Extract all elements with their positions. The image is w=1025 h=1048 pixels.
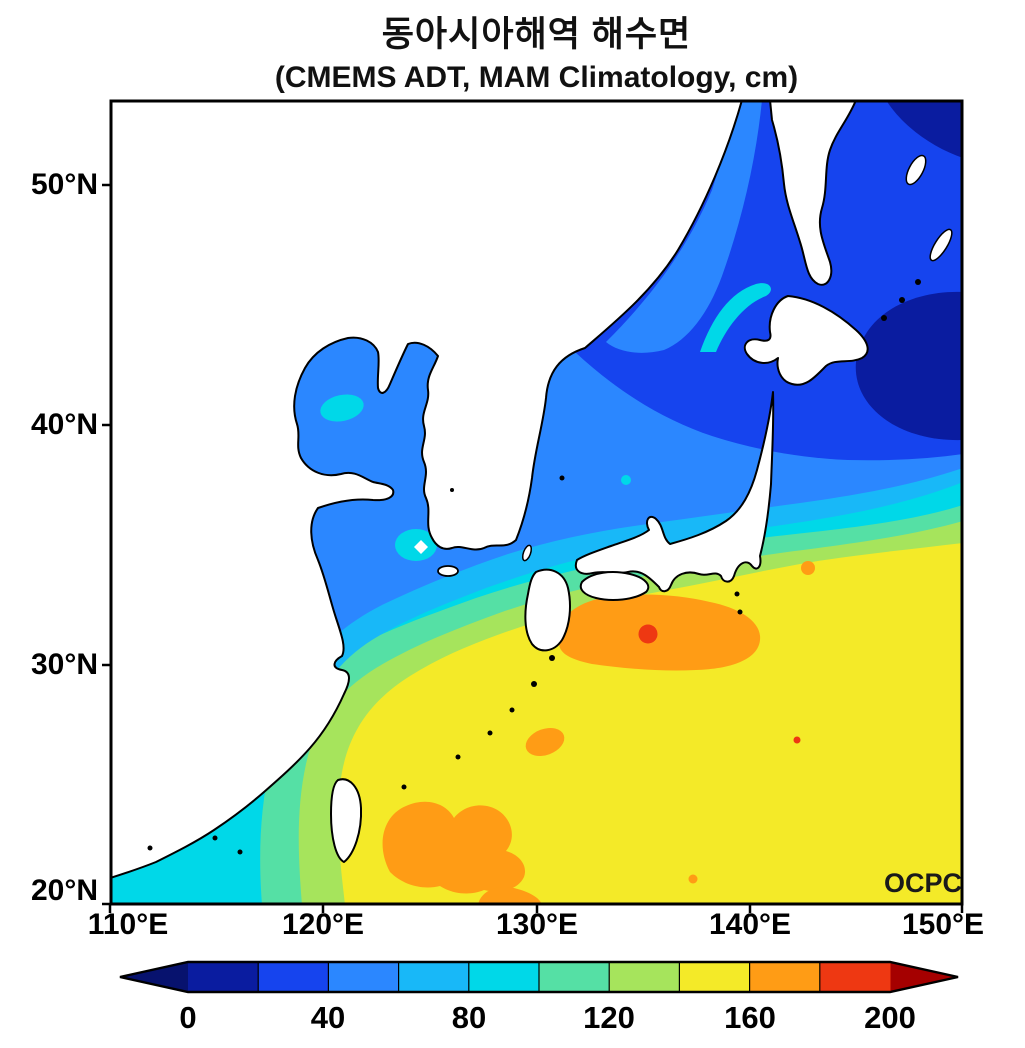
colorbar-outline [119, 960, 959, 994]
y-axis-label-30n: 30°N [30, 648, 98, 681]
white-diamond-marker [414, 540, 428, 554]
x-axis-label-130e: 130°E [495, 908, 579, 941]
map-plot-area [110, 100, 963, 905]
y-axis-label-20n: 20°N [30, 874, 98, 907]
land-kuril-island-2 [929, 228, 953, 262]
colorbar-over-arrow [890, 962, 958, 992]
colorbar-label-40: 40 [310, 1000, 346, 1035]
colorbar-segment [749, 962, 821, 992]
land-kuril-island-1 [905, 154, 927, 186]
colorbar-under-arrow [120, 962, 188, 992]
figure-title: 동아시아해역 해수면 [381, 15, 692, 54]
colorbar-segment [819, 962, 891, 992]
land-honshu [574, 391, 775, 593]
y-axis-label-50n: 50°N [30, 168, 98, 201]
colorbar-segment [398, 962, 470, 992]
figure-subtitle: (CMEMS ADT, MAM Climatology, cm) [274, 61, 799, 94]
x-axis-label-120e: 120°E [281, 908, 365, 941]
orange-okinawa-taiwan-blob [382, 801, 526, 894]
colorbar-label-120: 120 [583, 1000, 635, 1035]
land-shikoku [579, 571, 650, 601]
orange-dot-south [688, 874, 698, 884]
colorbar-label-200: 200 [864, 1000, 916, 1035]
land-sakhalin [769, 100, 857, 286]
land-jeju [437, 565, 459, 577]
land-mainland-asia-korea [110, 100, 743, 879]
axis-tick-marks [102, 183, 964, 913]
small-island-dots [147, 279, 921, 855]
x-axis-label-110e: 110°E [87, 908, 169, 941]
x-axis-label-150e: 150°E [901, 908, 985, 941]
colorbar-segment [258, 962, 329, 992]
colorbar-segment [539, 962, 610, 992]
x-axis-label-140e: 140°E [708, 908, 792, 941]
land-kyushu [524, 568, 571, 652]
colorbar-label-0: 0 [179, 1000, 197, 1035]
land-taiwan [330, 778, 363, 863]
red-speck-southeast [793, 736, 801, 744]
patch-hokkaido-nw-cyan [700, 283, 771, 352]
orange-small-blob [525, 727, 565, 757]
ocpc-logo: OCPC [883, 868, 962, 898]
colorbar-segment [679, 962, 751, 992]
patch-tatar-strait-bright-blue [606, 100, 762, 353]
orange-bottom-edge-blob [478, 886, 542, 905]
orange-kuroshio-meander-blob [558, 594, 761, 671]
colorbar-label-160: 160 [724, 1000, 776, 1035]
colorbar-label-80: 80 [451, 1000, 487, 1035]
colorbar-segment [468, 962, 540, 992]
patch-bohai-cyan [320, 394, 364, 422]
land-tsushima [521, 544, 533, 562]
land-hokkaido [743, 295, 869, 386]
colorbar-segment [609, 962, 680, 992]
y-axis-label-40n: 40°N [30, 408, 98, 441]
colorbar-segment [328, 962, 400, 992]
figure-titles: 동아시아해역 해수면 (CMEMS ADT, MAM Climatology, … [110, 6, 963, 95]
colorbar-segment [188, 962, 259, 992]
patch-japan-sea-cyan-speck [621, 475, 631, 485]
orange-dot-east-of-japan [801, 561, 815, 575]
band-0-20-navy-oyashio-blob [855, 291, 963, 441]
red-maximum-spot [638, 624, 658, 644]
landmasses [110, 100, 953, 879]
band-0-20-navy-corner [886, 100, 963, 158]
colorbar [119, 960, 959, 994]
